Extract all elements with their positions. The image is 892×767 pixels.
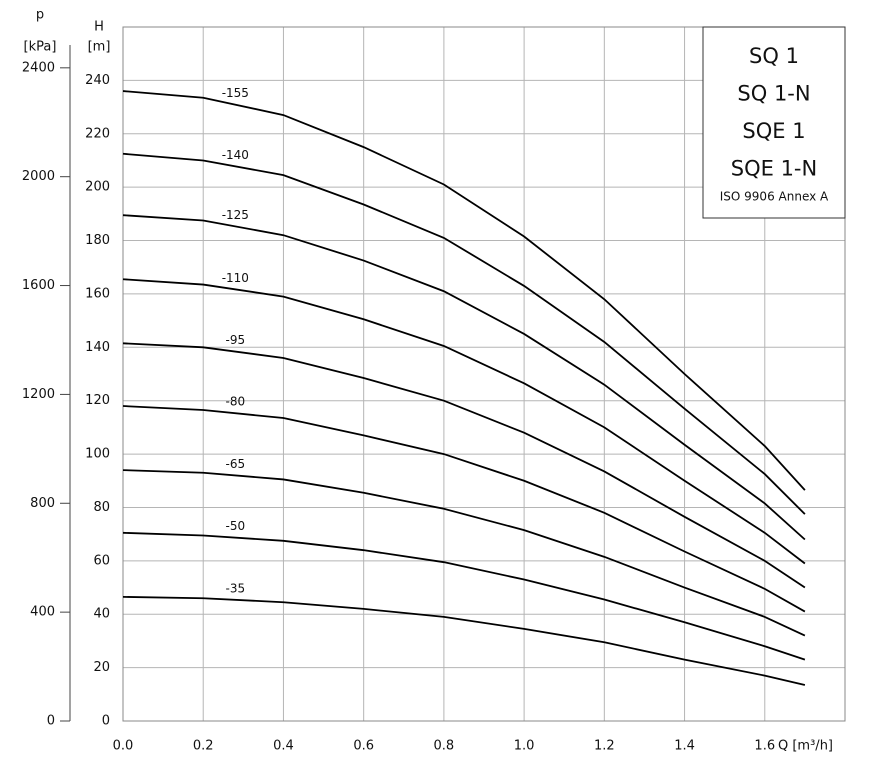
y2-tick-label: 1600 (22, 278, 55, 293)
y-axis-symbol: H (94, 20, 104, 35)
pump-curve (122, 152, 806, 515)
curve-label: -110 (222, 271, 249, 285)
y-tick-label: 100 (85, 447, 110, 462)
y-tick-label: 240 (85, 73, 110, 88)
legend-line: SQE 1-N (731, 157, 817, 181)
y-tick-label: 120 (85, 393, 110, 408)
y-tick-label: 60 (93, 553, 110, 568)
pump-curve (122, 469, 806, 637)
legend-line: SQ 1 (749, 44, 799, 68)
pump-curve (122, 405, 806, 613)
x-tick-label: 0.2 (193, 739, 214, 754)
pump-curve (122, 90, 806, 491)
pump-curve (122, 278, 806, 565)
curve-label: -125 (222, 208, 249, 222)
y-tick-label: 20 (93, 660, 110, 675)
y-tick-label: 220 (85, 126, 110, 141)
plot-frame (122, 26, 846, 722)
legend-line: SQE 1 (742, 119, 805, 143)
y2-axis-unit: [kPa] (24, 40, 57, 55)
pump-curve (122, 595, 806, 686)
curve-label: -95 (226, 333, 246, 347)
curve-label: -65 (226, 457, 246, 471)
pump-curve (122, 531, 806, 661)
y2-tick-label: 0 (47, 714, 55, 729)
pump-curve (122, 342, 806, 589)
y2-tick-label: 2000 (22, 169, 55, 184)
x-tick-label: 1.6 (754, 739, 775, 754)
curve-label: -155 (222, 86, 249, 100)
legend-box (702, 26, 846, 219)
y-tick-label: 180 (85, 233, 110, 248)
y2-tick-label: 400 (30, 605, 55, 620)
curve-label: -50 (226, 519, 246, 533)
curve-label: -35 (226, 581, 246, 595)
x-tick-label: 1.4 (674, 739, 695, 754)
curve-label: -80 (226, 395, 246, 409)
x-tick-label: 1.0 (514, 739, 535, 754)
y-tick-label: 0 (102, 714, 110, 729)
y2-tick-label: 2400 (22, 60, 55, 75)
y2-axis-symbol: p (36, 8, 44, 23)
legend-note: ISO 9906 Annex A (720, 190, 829, 204)
pump-curve (122, 214, 806, 541)
y2-tick-label: 800 (30, 496, 55, 511)
curve-label: -140 (222, 148, 249, 162)
y-tick-label: 200 (85, 180, 110, 195)
y-tick-label: 140 (85, 340, 110, 355)
x-tick-label: 0.8 (434, 739, 455, 754)
x-tick-label: 1.2 (594, 739, 615, 754)
x-tick-label: 0.0 (113, 739, 134, 754)
y-tick-label: 40 (93, 607, 110, 622)
x-axis-label: Q [m³/h] (778, 739, 833, 754)
y-axis-unit: [m] (88, 40, 111, 55)
y-tick-label: 160 (85, 286, 110, 301)
y2-tick-label: 1200 (22, 387, 55, 402)
legend-line: SQ 1-N (737, 82, 810, 106)
y-tick-label: 80 (93, 500, 110, 515)
x-tick-label: 0.6 (353, 739, 374, 754)
x-tick-label: 0.4 (273, 739, 294, 754)
